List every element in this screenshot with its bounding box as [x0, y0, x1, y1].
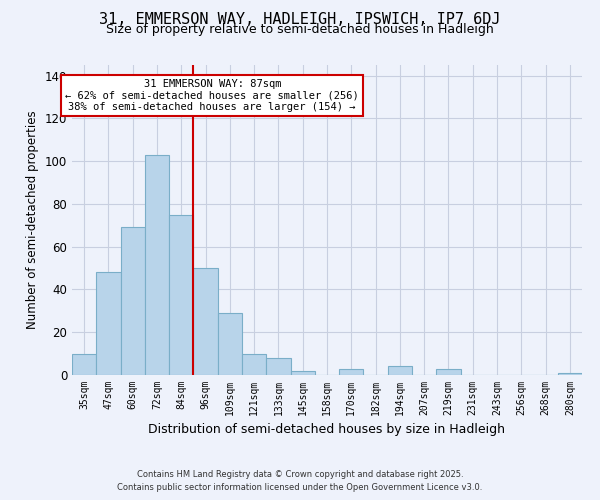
- Bar: [72, 354, 96, 375]
- Bar: [193, 268, 218, 375]
- Bar: [290, 370, 315, 375]
- Bar: [121, 228, 145, 375]
- Text: Size of property relative to semi-detached houses in Hadleigh: Size of property relative to semi-detach…: [106, 22, 494, 36]
- Bar: [169, 214, 193, 375]
- Text: Contains HM Land Registry data © Crown copyright and database right 2025.
Contai: Contains HM Land Registry data © Crown c…: [118, 470, 482, 492]
- Text: 31, EMMERSON WAY, HADLEIGH, IPSWICH, IP7 6DJ: 31, EMMERSON WAY, HADLEIGH, IPSWICH, IP7…: [99, 12, 501, 28]
- Bar: [218, 313, 242, 375]
- Bar: [339, 368, 364, 375]
- Bar: [388, 366, 412, 375]
- Bar: [266, 358, 290, 375]
- Bar: [558, 373, 582, 375]
- X-axis label: Distribution of semi-detached houses by size in Hadleigh: Distribution of semi-detached houses by …: [149, 424, 505, 436]
- Bar: [145, 155, 169, 375]
- Y-axis label: Number of semi-detached properties: Number of semi-detached properties: [26, 110, 39, 330]
- Bar: [242, 354, 266, 375]
- Bar: [96, 272, 121, 375]
- Text: 31 EMMERSON WAY: 87sqm
← 62% of semi-detached houses are smaller (256)
38% of se: 31 EMMERSON WAY: 87sqm ← 62% of semi-det…: [65, 79, 359, 112]
- Bar: [436, 368, 461, 375]
